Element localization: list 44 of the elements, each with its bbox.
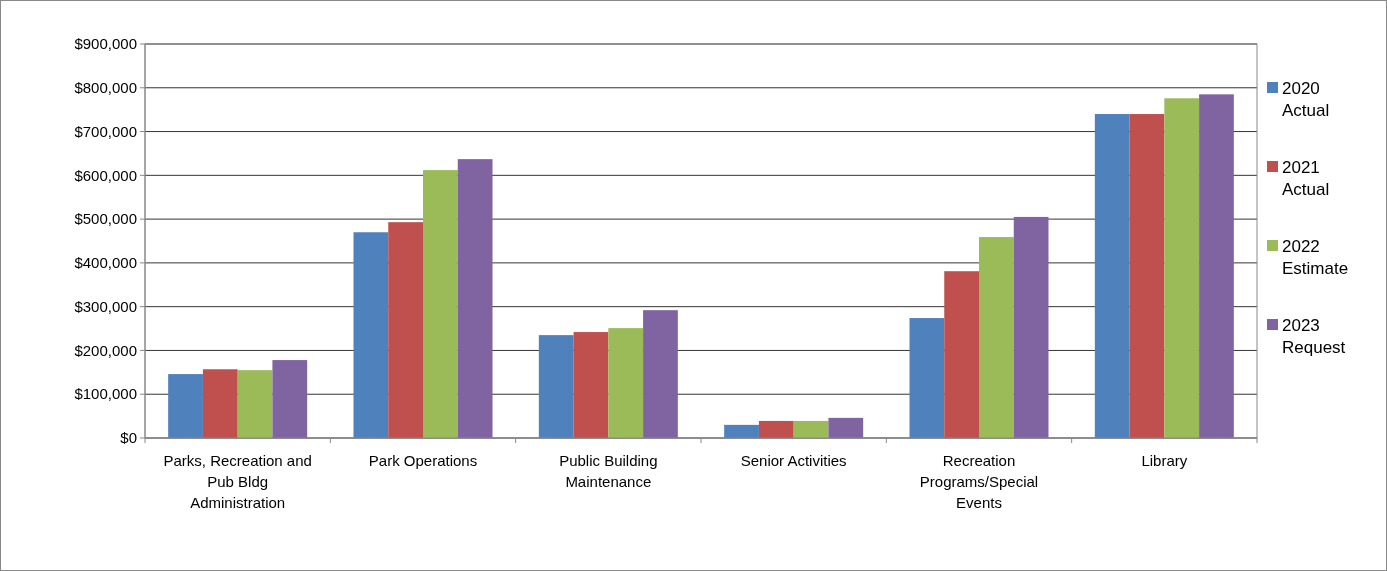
bar [909, 318, 945, 438]
bar [979, 237, 1014, 438]
x-tick-label: Library [1141, 452, 1188, 469]
x-tick-label: Park Operations [368, 452, 478, 469]
bar [793, 420, 829, 438]
y-tick-label: $200,000 [74, 341, 137, 359]
x-tick-label: Senior Activities [740, 452, 847, 469]
bar [538, 335, 574, 438]
y-tick-label: $700,000 [74, 122, 137, 140]
bar [1129, 114, 1165, 438]
y-tick-label: $900,000 [74, 35, 137, 53]
bar [573, 332, 609, 438]
bar [388, 222, 423, 438]
legend-label: 2021 Actual [1282, 157, 1330, 199]
bar [1013, 216, 1049, 438]
bar [423, 170, 458, 438]
y-tick-label: $500,000 [74, 210, 137, 228]
bar [608, 328, 644, 438]
bar [353, 232, 389, 438]
bar [944, 271, 979, 438]
bar [272, 360, 308, 438]
x-tick-label: Public Building Maintenance [559, 452, 658, 490]
bar [1094, 114, 1130, 438]
bar [457, 159, 493, 438]
legend-label: 2022 Estimate [1282, 236, 1349, 278]
legend-label: 2023 Request [1282, 315, 1346, 357]
y-tick-label: $0 [120, 429, 137, 447]
bar [828, 417, 864, 438]
bar [758, 420, 794, 438]
legend-label: 2020 Actual [1282, 78, 1330, 120]
bar [202, 369, 238, 438]
y-tick-label: $100,000 [74, 385, 137, 403]
bar [643, 310, 678, 438]
bar [1164, 98, 1200, 438]
bar [1199, 94, 1234, 438]
y-tick-label: $800,000 [74, 79, 137, 97]
bar [168, 374, 203, 438]
x-tick-label: Parks, Recreation and Pub Bldg Administration [163, 452, 312, 511]
y-tick-label: $400,000 [74, 254, 137, 272]
y-tick-label: $300,000 [74, 297, 137, 315]
bar [724, 424, 759, 438]
bar [237, 370, 273, 438]
x-tick-label: Recreation Programs/Special Events [919, 452, 1039, 511]
y-tick-label: $600,000 [74, 166, 137, 184]
